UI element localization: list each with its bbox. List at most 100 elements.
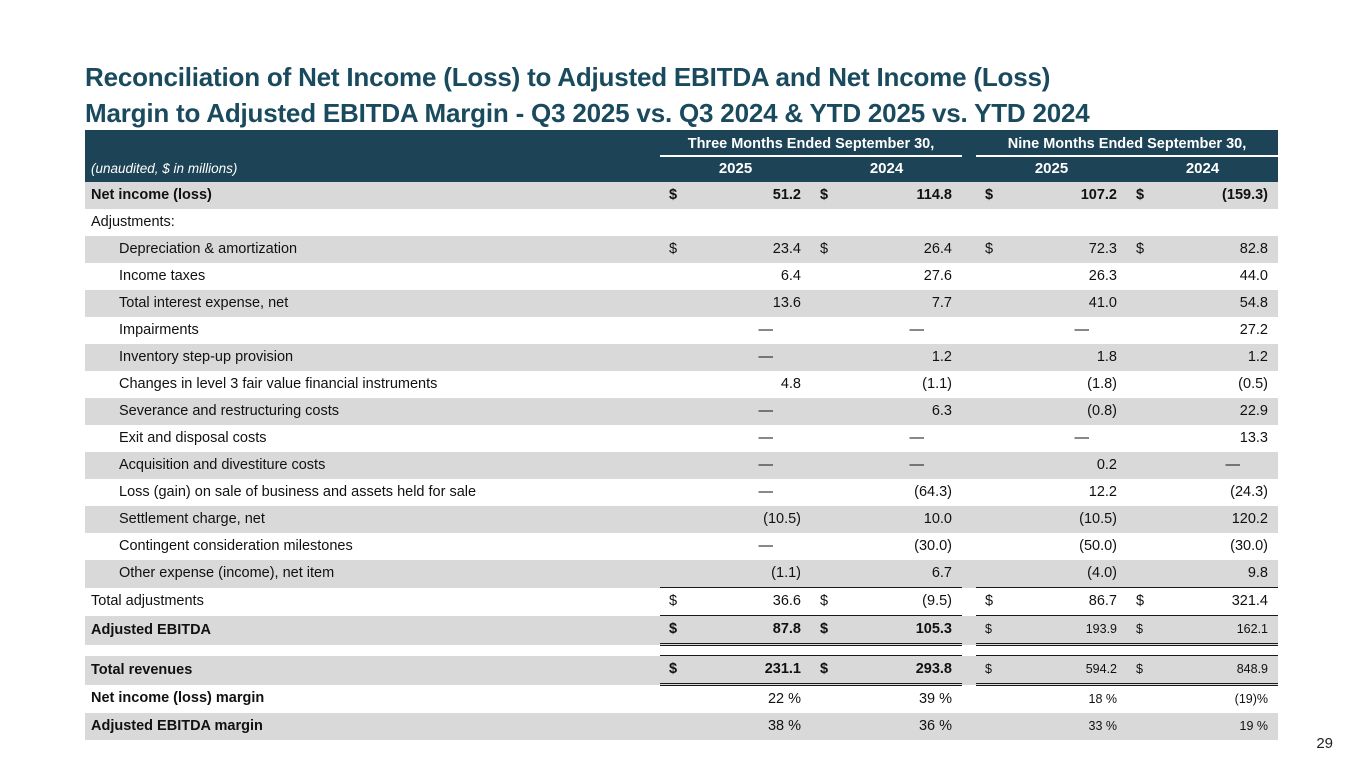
value-cell: (10.5) bbox=[1079, 511, 1117, 527]
value-cell: 36 % bbox=[918, 718, 952, 734]
dollar-cell bbox=[976, 685, 1004, 714]
row-label: Total adjustments bbox=[91, 593, 204, 609]
dollar-cell bbox=[811, 209, 839, 236]
table-row: Acquisition and divestiture costs — — 0.2 — bbox=[85, 452, 1278, 479]
table-row: Exit and disposal costs — — — 13.3 bbox=[85, 425, 1278, 452]
dollar-cell: $ bbox=[820, 187, 829, 203]
dollar-cell bbox=[1127, 263, 1155, 290]
value-cell: — bbox=[1225, 457, 1241, 473]
year-header-9mo-2025: 2025 bbox=[976, 156, 1127, 182]
row-label: Severance and restructuring costs bbox=[119, 403, 340, 419]
dollar-cell: $ bbox=[1127, 615, 1155, 646]
value-cell bbox=[688, 209, 811, 236]
value-cell: — bbox=[758, 403, 774, 419]
value-cell: 27.2 bbox=[1239, 322, 1268, 338]
dollar-cell bbox=[1127, 533, 1155, 560]
row-label: Changes in level 3 fair value financial … bbox=[119, 376, 438, 392]
dollar-cell: $ bbox=[1136, 241, 1145, 257]
table-row: Contingent consideration milestones — (30.… bbox=[85, 533, 1278, 560]
dollar-cell bbox=[1127, 560, 1155, 588]
value-cell: 13.3 bbox=[1239, 430, 1268, 446]
value-cell: (30.0) bbox=[1230, 538, 1268, 554]
value-cell: — bbox=[758, 430, 774, 446]
value-cell: — bbox=[758, 484, 774, 500]
dollar-cell: $ bbox=[669, 241, 678, 257]
value-cell: — bbox=[909, 322, 925, 338]
value-cell: 38 % bbox=[767, 718, 801, 734]
row-label: Net income (loss) bbox=[91, 187, 212, 203]
value-cell: 54.8 bbox=[1239, 295, 1268, 311]
row-label: Adjusted EBITDA bbox=[91, 621, 212, 638]
value-cell: 6.3 bbox=[931, 403, 952, 419]
value-cell: 1.2 bbox=[1247, 349, 1268, 365]
col-group-nine-months: Nine Months Ended September 30, bbox=[976, 130, 1278, 157]
value-cell: 87.8 bbox=[688, 615, 811, 646]
value-cell: 33 % bbox=[1088, 719, 1118, 733]
year-header-3mo-2024: 2024 bbox=[811, 156, 962, 182]
row-label: Settlement charge, net bbox=[119, 511, 265, 527]
group-gap-cell bbox=[962, 533, 976, 560]
dollar-cell: $ bbox=[985, 241, 994, 257]
value-cell: (4.0) bbox=[1087, 565, 1117, 581]
value-cell: (1.1) bbox=[771, 565, 801, 581]
table-row: Settlement charge, net (10.5) 10.0 (10.5) 12… bbox=[85, 506, 1278, 533]
value-cell: 27.6 bbox=[923, 268, 952, 284]
dollar-cell bbox=[976, 452, 1004, 479]
dollar-cell bbox=[811, 560, 839, 588]
row-label: Income taxes bbox=[119, 268, 206, 284]
dollar-cell bbox=[811, 398, 839, 425]
value-cell: — bbox=[909, 430, 925, 446]
value-cell: 39 % bbox=[918, 691, 952, 707]
table-row: Adjusted EBITDA $87.8 $105.3 $193.9 $162.1 bbox=[85, 615, 1278, 646]
dollar-cell bbox=[1127, 452, 1155, 479]
dollar-cell bbox=[660, 209, 688, 236]
dollar-cell: $ bbox=[1127, 655, 1155, 686]
dollar-cell: $ bbox=[811, 587, 839, 616]
dollar-cell bbox=[1127, 209, 1155, 236]
row-label: Total interest expense, net bbox=[119, 295, 289, 311]
dollar-cell bbox=[811, 371, 839, 398]
value-cell: 19 % bbox=[1239, 719, 1269, 733]
dollar-cell bbox=[976, 560, 1004, 588]
table-row: Total revenues $231.1 $293.8 $594.2 $848.9 bbox=[85, 655, 1278, 686]
dollar-cell: $ bbox=[1136, 187, 1145, 203]
group-gap-cell bbox=[962, 371, 976, 398]
value-cell: 105.3 bbox=[839, 615, 962, 646]
table-row: Adjusted EBITDA margin 38 % 36 % 33 % 19 % bbox=[85, 713, 1278, 740]
dollar-cell bbox=[1127, 290, 1155, 317]
row-label: Acquisition and divestiture costs bbox=[119, 457, 326, 473]
value-cell: (0.8) bbox=[1087, 403, 1117, 419]
value-cell: 293.8 bbox=[839, 655, 962, 686]
value-cell: (10.5) bbox=[763, 511, 801, 527]
value-cell: — bbox=[758, 538, 774, 554]
dollar-cell: $ bbox=[669, 187, 678, 203]
value-cell: 1.2 bbox=[931, 349, 952, 365]
value-cell: 51.2 bbox=[772, 187, 801, 203]
dollar-cell bbox=[811, 263, 839, 290]
dollar-cell: $ bbox=[811, 655, 839, 686]
group-gap-cell bbox=[962, 263, 976, 290]
dollar-cell bbox=[660, 290, 688, 317]
row-label: Adjustments: bbox=[91, 214, 175, 230]
value-cell: 0.2 bbox=[1096, 457, 1117, 473]
dollar-cell bbox=[976, 479, 1004, 506]
dollar-cell bbox=[660, 713, 688, 740]
table-row: Total adjustments $36.6 $ (9.5) $86.7 $321.4 bbox=[85, 587, 1278, 616]
dollar-cell bbox=[1127, 713, 1155, 740]
dollar-cell bbox=[811, 685, 839, 714]
value-cell: 848.9 bbox=[1155, 655, 1278, 686]
dollar-cell bbox=[811, 344, 839, 371]
value-cell: 82.8 bbox=[1239, 241, 1268, 257]
group-gap-cell bbox=[962, 588, 976, 616]
dollar-cell bbox=[1127, 685, 1155, 714]
value-cell: 41.0 bbox=[1088, 295, 1117, 311]
reconciliation-table: Three Months Ended September 30, Nine Mo… bbox=[85, 130, 1278, 740]
dollar-cell bbox=[660, 425, 688, 452]
value-cell: — bbox=[1074, 430, 1090, 446]
dollar-cell bbox=[976, 425, 1004, 452]
header-group-gap bbox=[962, 130, 976, 156]
value-cell: (1.1) bbox=[922, 376, 952, 392]
row-label: Net income (loss) margin bbox=[91, 690, 265, 707]
value-cell: (0.5) bbox=[1238, 376, 1268, 392]
group-gap-cell bbox=[962, 317, 976, 344]
